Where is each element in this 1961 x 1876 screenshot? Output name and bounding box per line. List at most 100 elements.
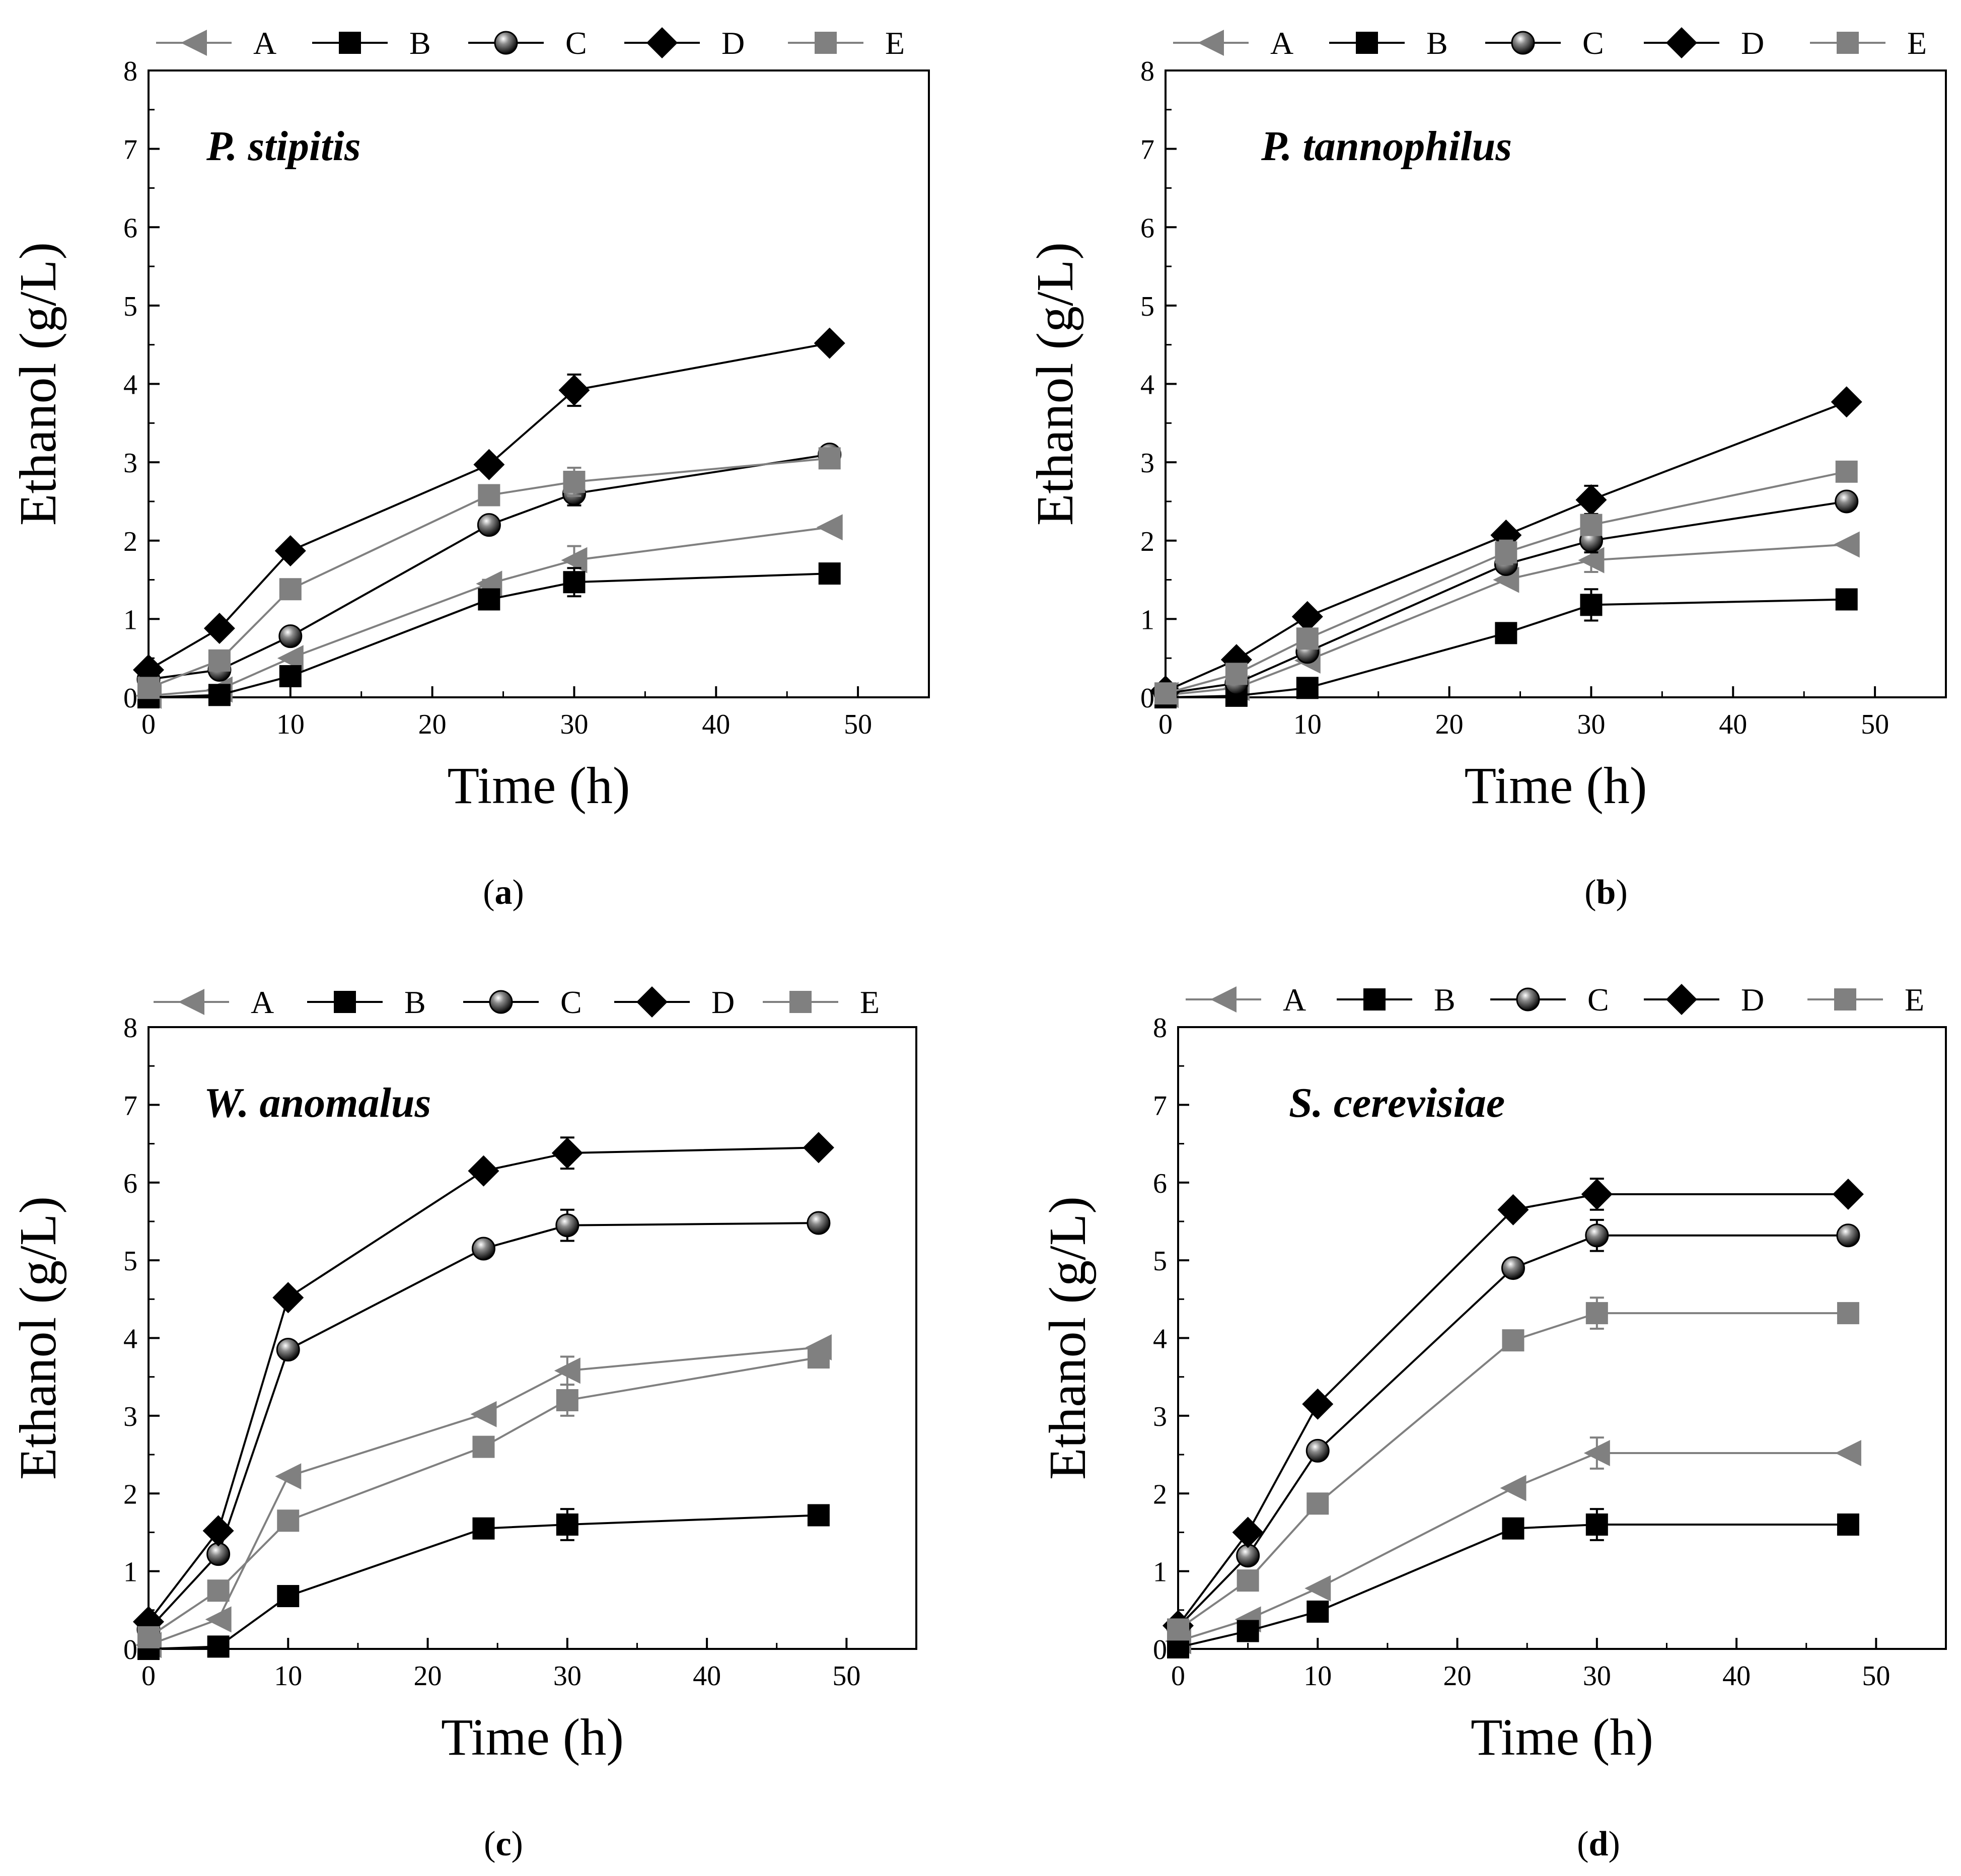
- data-point-E: [472, 1435, 495, 1458]
- data-point-B: [1585, 1513, 1608, 1536]
- legend-marker: [489, 990, 513, 1014]
- chart-title: S. cerevisiae: [1289, 1079, 1505, 1126]
- series-line: [1177, 1234, 1848, 1628]
- series-line: [148, 457, 830, 689]
- panel-label: (a): [483, 873, 524, 912]
- legend-marker: [334, 991, 356, 1013]
- data-point-E: [556, 1389, 578, 1411]
- data-point-D: [1291, 601, 1323, 632]
- y-tick-label: 3: [1153, 1401, 1167, 1432]
- y-tick-label: 3: [1140, 448, 1154, 479]
- y-tick-label: 7: [123, 1090, 137, 1121]
- panel-label-letter: a: [495, 873, 513, 912]
- series-D: [133, 327, 845, 686]
- x-tick-label: 0: [141, 709, 156, 740]
- legend-item-D: D: [624, 25, 745, 61]
- data-point-E: [1225, 663, 1248, 685]
- data-point-D: [272, 1282, 304, 1314]
- x-tick-label: 20: [414, 1661, 442, 1692]
- series-E: [137, 447, 841, 699]
- x-tick-label: 10: [1303, 1661, 1332, 1692]
- legend-label: E: [1907, 25, 1927, 61]
- legend-label: A: [1283, 982, 1306, 1018]
- series-line: [148, 526, 830, 697]
- data-point-E: [1585, 1302, 1608, 1325]
- series-line: [148, 1146, 819, 1623]
- data-point-C: [276, 1338, 300, 1362]
- data-point-B: [1580, 594, 1603, 616]
- chart-panel-a: 0 1 2 3 4 5 6 7 8 0 10 20 30 40 50 Time (h) Ethanol (g/L…: [9, 25, 930, 912]
- legend-marker: [1516, 987, 1540, 1012]
- data-point-C: [1835, 489, 1859, 514]
- y-tick-label: 4: [123, 1324, 137, 1355]
- y-tick-label: 3: [123, 1401, 137, 1432]
- series-line: [1178, 1452, 1848, 1642]
- series-C: [136, 443, 842, 691]
- x-tick-label: 40: [702, 709, 730, 740]
- legend-item-B: B: [1337, 982, 1456, 1018]
- series-line: [1165, 470, 1847, 695]
- data-point-A: [1578, 547, 1605, 573]
- data-point-E: [1154, 682, 1177, 705]
- y-tick-label: 4: [1140, 370, 1154, 401]
- y-axis-label: Ethanol (g/L): [1026, 242, 1084, 526]
- data-point-E: [207, 1579, 230, 1602]
- data-point-C: [477, 513, 501, 537]
- x-tick-label: 0: [141, 1661, 156, 1692]
- data-point-B: [818, 562, 841, 585]
- x-tick-label: 0: [1171, 1661, 1185, 1692]
- legend-item-A: A: [156, 25, 276, 61]
- x-tick-label: 50: [832, 1661, 860, 1692]
- x-tick-label: 30: [553, 1661, 582, 1692]
- legend-item-C: C: [1490, 982, 1609, 1018]
- x-tick-label: 20: [1443, 1661, 1472, 1692]
- data-point-E: [137, 677, 160, 699]
- series-line: [148, 1356, 819, 1638]
- legend-marker: [1666, 984, 1697, 1015]
- series-line: [148, 1514, 819, 1650]
- data-point-B: [1306, 1600, 1329, 1623]
- series-line: [1165, 598, 1847, 698]
- y-tick-label: 2: [123, 526, 137, 557]
- y-tick-label: 4: [1153, 1324, 1167, 1355]
- panel-label-letter: b: [1596, 873, 1616, 912]
- y-tick-label: 8: [1140, 56, 1154, 87]
- data-point-B: [1837, 1513, 1859, 1536]
- legend-item-C: C: [1485, 25, 1604, 61]
- x-tick-label: 30: [1577, 709, 1605, 740]
- legend-marker: [339, 32, 361, 54]
- data-point-D: [203, 613, 235, 644]
- data-point-D: [814, 327, 845, 359]
- y-tick-label: 6: [123, 212, 137, 244]
- panel-label-letter: d: [1589, 1825, 1609, 1863]
- data-point-A: [816, 514, 843, 541]
- legend-label: E: [885, 25, 905, 61]
- x-tick-label: 50: [1861, 709, 1889, 740]
- legend-marker: [178, 989, 204, 1015]
- data-point-A: [1583, 1439, 1610, 1466]
- data-point-E: [563, 471, 586, 493]
- data-point-D: [1232, 1517, 1264, 1548]
- data-point-E: [478, 484, 500, 507]
- x-tick-label: 40: [1719, 709, 1747, 740]
- data-point-B: [807, 1504, 830, 1527]
- y-tick-label: 2: [1153, 1479, 1167, 1510]
- series-line: [148, 453, 830, 681]
- series-line: [148, 1346, 819, 1646]
- data-point-B: [1502, 1517, 1524, 1540]
- series-line: [148, 572, 830, 698]
- x-tick-label: 40: [693, 1661, 721, 1692]
- chart-panel-b: 0 1 2 3 4 5 6 7 8 0 10 20 30 40 50 Time (h) Ethanol (g/L…: [1026, 25, 1947, 912]
- y-tick-label: 2: [1140, 526, 1154, 557]
- x-tick-label: 10: [1293, 709, 1322, 740]
- data-point-D: [551, 1137, 583, 1169]
- data-point-A: [1304, 1575, 1331, 1602]
- data-point-E: [208, 649, 231, 672]
- legend-item-A: A: [1186, 982, 1306, 1018]
- data-point-A: [277, 645, 304, 672]
- data-point-B: [1296, 677, 1319, 699]
- series-E: [137, 1346, 830, 1648]
- x-tick-label: 30: [560, 709, 588, 740]
- legend-marker: [181, 30, 207, 56]
